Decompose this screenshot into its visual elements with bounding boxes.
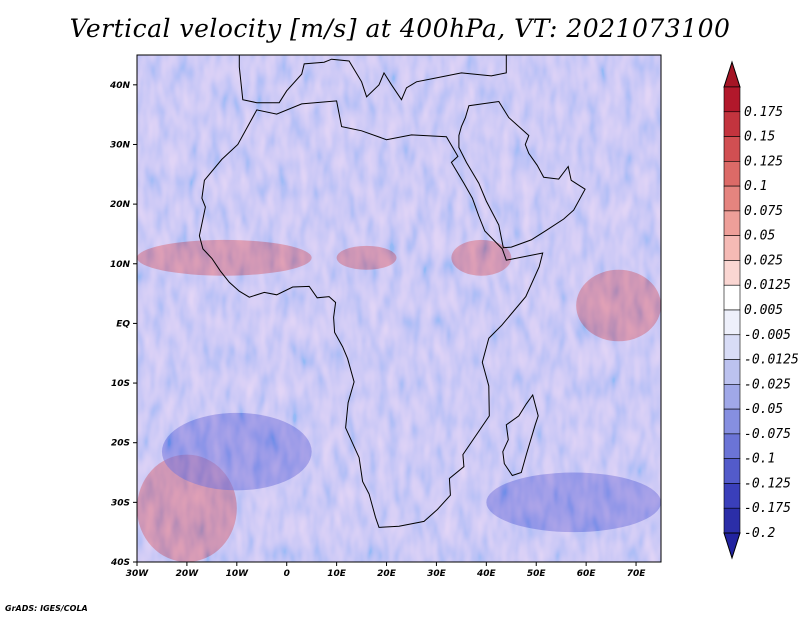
arabia-coastline [458,100,586,249]
colorbar-top-arrow [723,60,741,88]
colorbar-label: -0.025 [744,377,791,392]
colorbar-label: -0.005 [744,328,791,343]
lon-tick-label: 20E [377,569,397,579]
colorbar-label: 0.0125 [744,278,791,293]
colorbar-swatch [723,86,741,113]
colorbar-label: 0.125 [744,154,783,169]
colorbar-swatch [723,359,741,385]
lon-tick-label: 50E [527,569,547,579]
colorbar-label: -0.05 [744,402,783,417]
lat-axis: 40N 30N 20N 10N EQ 10S 20S 30S 40S [109,81,137,568]
coastline-layer [198,55,586,528]
credit-text: GrADS: IGES/COLA [5,604,88,613]
lat-tick-label: 20N [110,200,131,210]
lat-tick-label: 40N [109,81,131,91]
colorbar-swatch [723,161,741,187]
colorbar-swatch [723,433,741,459]
lat-tick-label: 30N [110,140,131,150]
lat-tick-label: EQ [116,319,130,329]
lon-axis: 30W 20W 10W 0 10E 20E 30E 40E 50E 60E 70E [126,562,646,579]
colorbar-swatch [723,235,741,261]
lat-tick-label: 10N [110,260,131,270]
lat-tick-label: 40S [110,558,130,568]
colorbar-swatch [723,458,741,484]
colorbar-label: 0.1 [744,179,767,194]
lon-tick-label: 70E [627,569,647,579]
colorbar-label: 0.05 [744,229,775,244]
lon-tick-label: 40E [476,569,497,579]
colorbar-label: -0.2 [744,526,775,541]
colorbar-label: 0.005 [744,303,783,318]
lon-tick-label: 60E [577,569,597,579]
lon-tick-label: 30E [427,569,447,579]
colorbar-label: 0.025 [744,253,783,268]
lon-tick-label: 10W [226,569,250,579]
colorbar-swatch [723,111,741,137]
colorbar-label: 0.175 [744,105,783,120]
colorbar-swatch [723,408,741,435]
colorbar-swatch [723,309,741,336]
colorbar-swatch [723,210,741,236]
colorbar-swatch [723,185,741,212]
africa-coastline [198,100,544,528]
lon-tick-label: 30W [126,569,150,579]
lat-tick-label: 30S [111,498,130,508]
map-title: Vertical velocity [m/s] at 400hPa, VT: 2… [69,14,731,43]
colorbar-label: -0.125 [744,476,791,491]
colorbar-label: -0.175 [744,501,791,516]
velocity-field [137,55,661,562]
colorbar-swatch [723,260,741,286]
colorbar-swatch [723,507,741,534]
colorbar: 0.175 0.15 0.125 0.1 0.075 0.05 0.025 0.0125 0.0… [723,60,799,560]
lon-tick-label: 10E [327,569,347,579]
lon-tick-label: 0 [284,569,290,579]
colorbar-swatch [723,483,741,509]
madagascar-coastline [502,393,539,477]
field-texture [137,55,661,562]
colorbar-label: -0.1 [744,452,775,467]
colorbar-swatch [723,136,741,162]
colorbar-bottom-arrow [723,532,741,560]
colorbar-swatch [723,334,741,360]
colorbar-label: -0.0125 [744,353,799,368]
colorbar-swatch [723,284,741,311]
europe-coastline [238,55,507,104]
colorbar-label: 0.075 [744,204,783,219]
lon-tick-label: 20W [176,569,200,579]
lat-tick-label: 20S [111,439,130,449]
colorbar-label: 0.15 [744,130,775,145]
colorbar-label: -0.075 [744,427,791,442]
colorbar-swatch [723,384,741,410]
plot-frame [136,54,662,563]
lat-tick-label: 10S [111,379,130,389]
